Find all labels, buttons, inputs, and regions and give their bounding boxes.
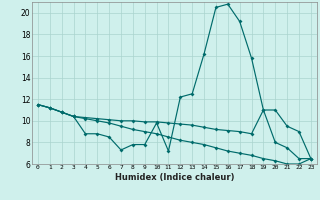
X-axis label: Humidex (Indice chaleur): Humidex (Indice chaleur) [115,173,234,182]
